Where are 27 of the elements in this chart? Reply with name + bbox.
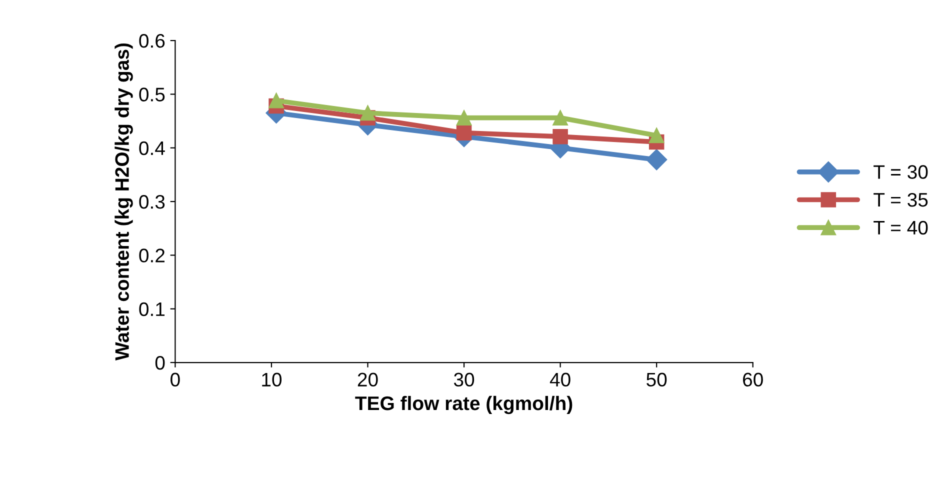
legend-label: T = 35 — [874, 192, 928, 207]
legend-label: T = 30 — [874, 165, 928, 179]
y-tick-label: 0 — [155, 356, 165, 370]
x-tick-label: 30 — [454, 372, 474, 387]
x-tick-label: 50 — [646, 372, 667, 387]
point — [646, 149, 668, 170]
x-tick-label: 0 — [170, 372, 180, 387]
point — [268, 93, 284, 108]
point — [360, 105, 376, 121]
y-tick-label: 0.4 — [139, 141, 165, 156]
x-tick-label: 40 — [550, 372, 570, 387]
x-axis-title: TEG flow rate (kgmol/h) — [355, 396, 572, 414]
y-tick-label: 0.2 — [139, 248, 164, 262]
y-tick-label: 0.3 — [139, 195, 165, 209]
point — [456, 125, 472, 140]
point — [552, 128, 568, 144]
y-tick-label: 0.1 — [139, 302, 165, 316]
y-axis-title: Water content (kg H2O/kg dry gas) — [114, 43, 133, 360]
point — [648, 128, 664, 144]
x-tick-label: 20 — [358, 372, 378, 387]
y-tick-label: 0.5 — [139, 88, 165, 102]
y-tick-label: 0.6 — [139, 34, 165, 48]
legend-label: T = 40 — [874, 220, 928, 235]
point — [552, 110, 568, 126]
x-tick-label: 10 — [262, 372, 282, 387]
x-tick-label: 60 — [743, 372, 763, 387]
point — [456, 110, 472, 126]
